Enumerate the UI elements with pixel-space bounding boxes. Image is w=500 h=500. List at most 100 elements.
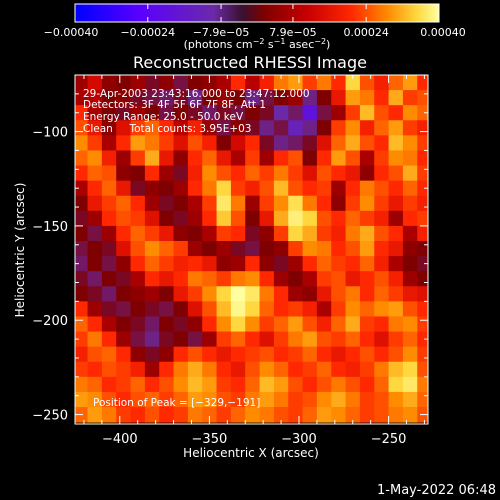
heatmap-cell bbox=[374, 361, 390, 378]
heatmap-cell bbox=[216, 271, 232, 287]
heatmap-cell bbox=[75, 256, 89, 272]
heatmap-cell bbox=[130, 165, 146, 182]
heatmap-cell bbox=[101, 120, 117, 136]
heatmap-cell bbox=[388, 331, 404, 348]
heatmap-cell bbox=[316, 135, 332, 151]
heatmap-cell bbox=[173, 301, 189, 317]
heatmap-cell bbox=[288, 180, 304, 197]
heatmap-cell bbox=[316, 150, 332, 167]
heatmap-cell bbox=[359, 135, 375, 151]
heatmap-cell bbox=[130, 120, 146, 136]
heatmap-cell bbox=[116, 331, 132, 348]
heatmap-cell bbox=[402, 150, 418, 167]
heatmap-cell bbox=[216, 316, 232, 333]
heatmap-cell bbox=[173, 180, 189, 197]
heatmap-cell bbox=[417, 75, 428, 91]
heatmap-cell bbox=[316, 241, 332, 257]
heatmap-cell bbox=[331, 90, 347, 106]
heatmap-cell bbox=[417, 225, 428, 242]
heatmap-cell bbox=[87, 361, 103, 378]
heatmap-cell bbox=[144, 407, 160, 423]
heatmap-cell bbox=[187, 150, 203, 167]
heatmap-cell bbox=[130, 135, 146, 151]
heatmap-cell bbox=[316, 256, 332, 272]
heatmap-cell bbox=[101, 256, 117, 272]
heatmap-cell bbox=[230, 120, 246, 136]
heatmap-cell bbox=[216, 301, 232, 317]
y-tick-label: −200 bbox=[32, 314, 68, 329]
heatmap-cell bbox=[331, 286, 347, 302]
heatmap-cell bbox=[230, 90, 246, 106]
heatmap-cell bbox=[388, 210, 404, 227]
heatmap-cell bbox=[130, 376, 146, 393]
heatmap-cell bbox=[388, 75, 404, 91]
heatmap-cell bbox=[288, 286, 304, 302]
heatmap-cell bbox=[374, 376, 390, 393]
heatmap-cell bbox=[101, 105, 117, 121]
heatmap-cell bbox=[374, 391, 390, 408]
heatmap-cell bbox=[388, 150, 404, 167]
heatmap-cell bbox=[101, 376, 117, 393]
heatmap-cell bbox=[345, 120, 361, 136]
heatmap-cell bbox=[288, 256, 304, 272]
heatmap-cell bbox=[245, 286, 261, 302]
heatmap-cell bbox=[345, 331, 361, 348]
heatmap-cell bbox=[288, 210, 304, 227]
heatmap-cell bbox=[130, 210, 146, 227]
heatmap-cell bbox=[316, 165, 332, 182]
heatmap-cell bbox=[302, 135, 318, 151]
heatmap-cell bbox=[130, 225, 146, 242]
heatmap-cell bbox=[402, 271, 418, 287]
heatmap-cell bbox=[245, 331, 261, 348]
heatmap-cell bbox=[87, 135, 103, 151]
heatmap-cell bbox=[259, 135, 275, 151]
heatmap-cell bbox=[288, 105, 304, 121]
heatmap-cell bbox=[144, 271, 160, 287]
heatmap-cell bbox=[101, 75, 117, 91]
heatmap-cell bbox=[273, 407, 289, 423]
heatmap-cell bbox=[273, 346, 289, 363]
heatmap-cell bbox=[374, 210, 390, 227]
heatmap-cell bbox=[302, 256, 318, 272]
heatmap-cell bbox=[87, 376, 103, 393]
heatmap-cell bbox=[359, 210, 375, 227]
heatmap-cell bbox=[144, 150, 160, 167]
heatmap-cell bbox=[187, 210, 203, 227]
heatmap-cell bbox=[359, 407, 375, 423]
heatmap-cell bbox=[402, 346, 418, 363]
heatmap-cell bbox=[202, 361, 218, 378]
heatmap-cell bbox=[144, 346, 160, 363]
heatmap-cell bbox=[359, 180, 375, 197]
heatmap-cell bbox=[173, 346, 189, 363]
heatmap-cell bbox=[130, 331, 146, 348]
heatmap-cell bbox=[87, 225, 103, 242]
heatmap-cell bbox=[159, 120, 175, 136]
heatmap-cell bbox=[101, 286, 117, 302]
heatmap-cell bbox=[87, 180, 103, 197]
heatmap-cell bbox=[187, 271, 203, 287]
heatmap-cell bbox=[316, 391, 332, 408]
heatmap-cell bbox=[130, 180, 146, 197]
heatmap-cell bbox=[116, 361, 132, 378]
heatmap-cell bbox=[202, 256, 218, 272]
heatmap-cell bbox=[302, 346, 318, 363]
heatmap-cell bbox=[75, 331, 89, 348]
heatmap-cell bbox=[302, 271, 318, 287]
heatmap-cell bbox=[173, 271, 189, 287]
heatmap-cell bbox=[245, 120, 261, 136]
heatmap-cell bbox=[173, 391, 189, 408]
x-tick-labels: −400 −350 −300 −250 bbox=[102, 432, 407, 447]
heatmap-cell bbox=[173, 195, 189, 212]
heatmap-cell bbox=[245, 90, 261, 106]
heatmap-cell bbox=[173, 90, 189, 106]
heatmap-cell bbox=[87, 165, 103, 182]
heatmap-cell bbox=[101, 301, 117, 317]
heatmap-cell bbox=[116, 135, 132, 151]
annotation-total-counts: Clean Total counts: 3.95E+03 bbox=[83, 123, 252, 135]
heatmap-cell bbox=[273, 391, 289, 408]
heatmap-cell bbox=[202, 391, 218, 408]
heatmap-cell bbox=[259, 301, 275, 317]
heatmap-cell bbox=[402, 165, 418, 182]
heatmap-cell bbox=[345, 165, 361, 182]
heatmap-cell bbox=[130, 241, 146, 257]
